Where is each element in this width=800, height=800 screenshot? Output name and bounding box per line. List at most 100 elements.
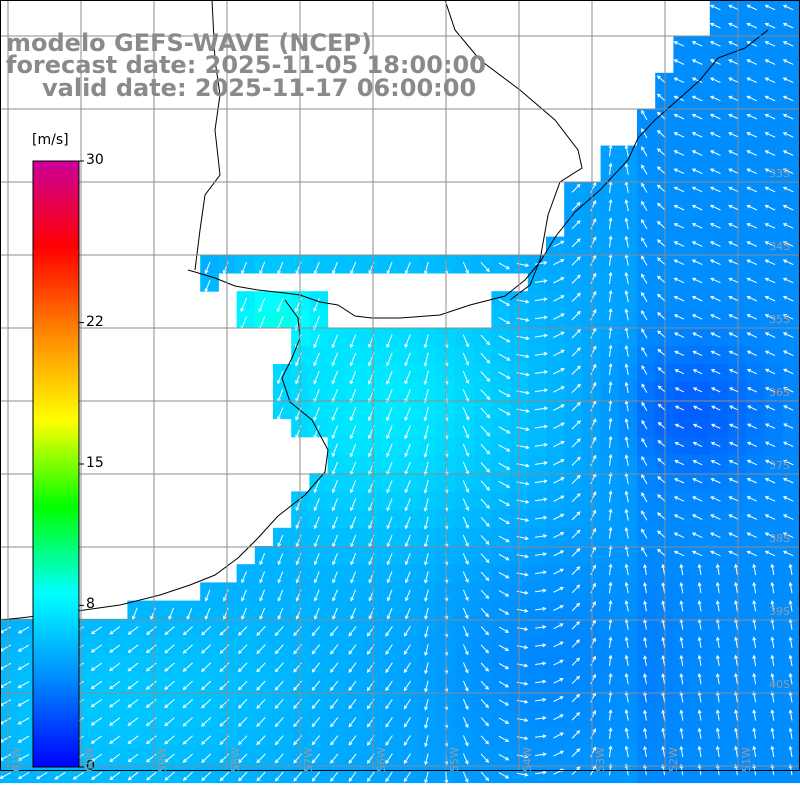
wind-arrow [332,553,338,566]
wind-arrow [770,618,775,630]
wind-arrow [679,727,684,739]
wind-arrow [641,219,648,230]
wind-arrow [710,514,721,520]
wind-arrow [661,691,666,703]
wind-arrow [746,350,758,357]
wind-arrow [534,260,548,265]
wind-arrow [691,241,703,247]
wind-arrow [590,673,596,685]
wind-arrow [734,672,738,685]
wind-arrow [348,735,357,746]
wind-arrow [535,752,547,757]
wind-arrow [571,748,581,757]
wind-arrow [746,496,758,502]
wind-arrow [462,626,469,638]
wind-arrow [709,95,721,102]
wind-arrow [697,636,702,648]
wind-arrow [709,241,721,247]
wind-arrow [715,672,720,685]
wind-arrow [608,289,613,303]
wind-arrow [679,709,684,721]
wind-arrow [709,132,721,138]
wind-arrow [237,717,248,727]
wind-arrow [424,607,429,620]
wind-arrow [277,571,284,584]
wind-arrow [728,514,739,520]
wind-arrow [782,459,794,466]
wind-arrow [770,709,775,721]
wind-arrow [405,571,411,584]
wind-arrow [656,275,666,284]
wind-arrow [746,132,758,138]
wind-arrow [764,277,776,284]
wind-arrow [709,77,721,84]
wind-arrow [673,496,685,502]
wind-arrow [746,532,758,539]
wind-arrow [535,770,547,775]
wind-arrow [462,261,469,275]
wind-arrow [386,571,393,584]
wind-arrow [386,553,393,566]
wind-arrow [692,441,703,448]
wind-arrow [256,680,266,691]
wind-arrow [770,563,775,576]
wind-arrow [656,184,666,193]
wind-arrow [219,771,230,782]
wind-arrow [385,662,393,674]
wind-arrow [274,771,284,782]
wind-arrow [535,716,547,721]
wind-arrow [788,727,793,739]
wind-arrow [692,387,703,393]
wind-arrow [182,698,194,709]
wind-arrow [534,534,548,538]
wind-arrow [54,771,66,780]
wind-arrow [90,644,103,653]
wind-arrow [348,698,357,710]
wind-arrow [534,497,548,502]
wind-arrow [641,182,648,193]
wind-arrow [498,262,511,270]
wind-arrow [782,350,794,357]
wind-arrow [764,223,776,229]
wind-arrow [534,333,548,338]
wind-arrow [656,111,666,120]
wind-arrow [462,571,469,583]
wind-arrow [330,753,339,764]
wind-arrow [571,383,581,394]
wind-arrow [480,371,491,382]
wind-arrow [770,691,775,703]
wind-arrow [692,405,703,411]
wind-arrow [349,425,357,440]
wind-arrow [404,443,411,458]
wind-arrow [553,331,565,339]
wind-arrow [728,496,739,502]
wind-arrow [349,370,357,385]
wind-arrow [404,425,411,440]
wind-arrow [673,332,685,338]
wind-arrow [752,672,757,685]
wind-arrow [641,528,648,539]
wind-arrow [424,716,429,729]
wind-arrow [782,514,794,520]
wind-arrow [673,204,685,211]
wind-arrow [424,735,429,748]
wind-arrow [728,459,739,466]
wind-arrow [709,150,721,156]
wind-arrow [770,636,775,648]
wind-arrow [274,717,284,728]
wind-arrow [656,75,666,84]
title-valid-date: valid date: 2025-11-17 06:00:00 [42,74,477,102]
wind-arrow [553,477,565,484]
wind-arrow [641,146,648,157]
wind-arrow [498,480,511,488]
wind-arrow [498,517,511,524]
wind-arrow [404,553,411,566]
wind-arrow [734,727,738,739]
wind-arrow [641,273,648,284]
wind-arrow [624,600,629,612]
wind-arrow [641,401,648,412]
wind-arrow [624,472,629,485]
wind-arrow [403,771,411,783]
wind-arrow [571,675,581,685]
wind-arrow [624,345,629,357]
